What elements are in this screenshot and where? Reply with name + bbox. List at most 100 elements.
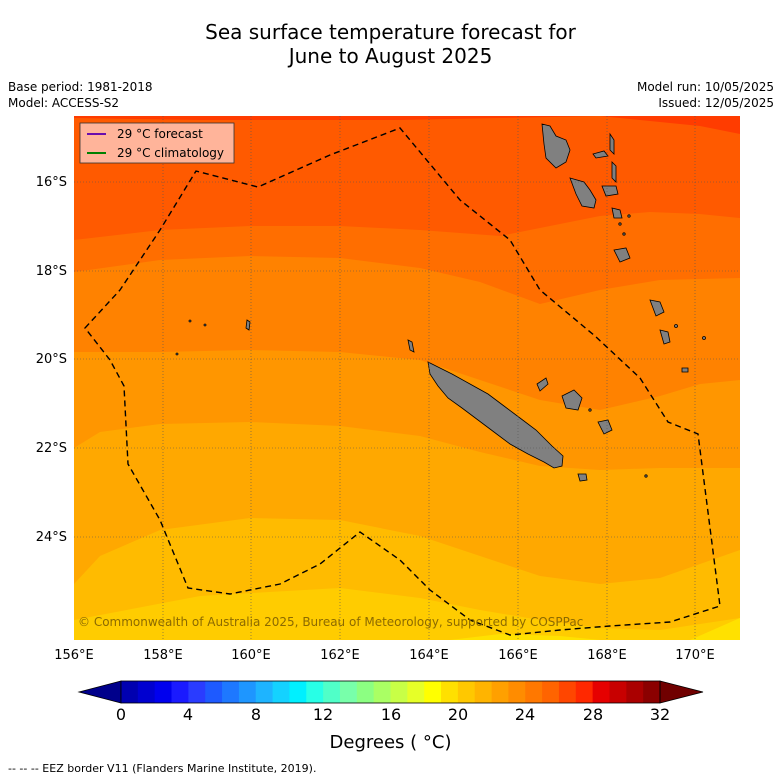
- small-islet-7: [627, 214, 631, 218]
- colorbar-tick-16: 16: [381, 705, 401, 724]
- colorbar-segment: [643, 681, 661, 703]
- colorbar-segment: [390, 681, 408, 703]
- vanuatu-espiritu-santo: [541, 123, 571, 169]
- isle-of-pines: [577, 473, 588, 482]
- colorbar-segment: [121, 681, 139, 703]
- vanuatu-tanna: [659, 329, 671, 345]
- sst-band-9: [450, 618, 740, 640]
- vanuatu-erromango: [649, 299, 665, 317]
- colorbar-tick-24: 24: [515, 705, 535, 724]
- colorbar-segment: [592, 681, 610, 703]
- colorbar-segment: [626, 681, 644, 703]
- belep-islands: [407, 339, 415, 353]
- small-islet-10: [175, 352, 179, 356]
- colorbar-segment: [575, 681, 594, 703]
- colorbar-title: Degrees ( °C): [329, 732, 452, 753]
- legend-forecast-label: 29 °C forecast: [117, 127, 203, 141]
- copyright-text: © Commonwealth of Australia 2025, Bureau…: [78, 615, 583, 629]
- small-islet-5: [618, 222, 622, 226]
- lon-label-164e: 164°E: [409, 648, 449, 663]
- eez-border-note: -- -- -- EEZ border V11 (Flanders Marine…: [8, 762, 317, 775]
- new-caledonia-main-island: [427, 361, 564, 469]
- vanuatu-efate: [613, 247, 631, 263]
- lat-label-16s: 16°S: [36, 175, 67, 190]
- eez-border: [84, 127, 721, 636]
- lat-label-18s: 18°S: [36, 264, 67, 279]
- colorbar-tick-12: 12: [313, 705, 333, 724]
- vanuatu-malekula: [569, 177, 597, 209]
- vanuatu-pentecost: [611, 161, 617, 183]
- colorbar-segment: [222, 681, 240, 703]
- colorbar-extend-high: [659, 680, 704, 704]
- colorbar-segment: [441, 681, 459, 703]
- issued-date: Issued: 12/05/2025: [658, 96, 774, 110]
- colorbar-segment: [407, 681, 425, 703]
- small-islet-8: [188, 319, 192, 323]
- longitude-labels: 156°E 158°E 160°E 162°E 164°E 166°E 168°…: [54, 648, 715, 663]
- colorbar-segment: [272, 681, 290, 703]
- colorbar-segment: [188, 681, 206, 703]
- lat-label-24s: 24°S: [36, 530, 67, 545]
- colorbar-segment: [339, 681, 358, 703]
- chesterfield-islet: [245, 319, 251, 331]
- colorbar-tick-4: 4: [183, 705, 193, 724]
- colorbar-segment: [491, 681, 509, 703]
- colorbar-tick-0: 0: [116, 705, 126, 724]
- colorbar-segment: [457, 681, 476, 703]
- lon-label-158e: 158°E: [143, 648, 183, 663]
- colorbar-segment: [373, 681, 391, 703]
- vanuatu-epi: [611, 207, 623, 219]
- colorbar-segment: [171, 681, 189, 703]
- lon-label-166e: 166°E: [498, 648, 538, 663]
- colorbar-segment: [137, 681, 156, 703]
- lon-label-162e: 162°E: [320, 648, 360, 663]
- vanuatu-aneityum: [681, 367, 689, 373]
- small-islet-4: [644, 474, 648, 478]
- colorbar-tick-20: 20: [448, 705, 468, 724]
- colorbar-segment: [323, 681, 341, 703]
- lon-label-156e: 156°E: [54, 648, 94, 663]
- colorbar-extend-low: [77, 680, 122, 704]
- title-line-1: Sea surface temperature forecast for: [205, 20, 576, 44]
- gridlines: [74, 116, 740, 640]
- legend-climatology-label: 29 °C climatology: [117, 146, 224, 160]
- colorbar-tick-32: 32: [650, 705, 670, 724]
- model-run: Model run: 10/05/2025: [636, 80, 774, 94]
- legend-box: 29 °C forecast 29 °C climatology: [79, 122, 235, 164]
- latitude-labels: 16°S 18°S 20°S 22°S 24°S: [36, 175, 67, 545]
- vanuatu-maewo: [609, 132, 615, 155]
- colorbar-segment: [205, 681, 223, 703]
- vanuatu-ambrym: [601, 185, 619, 197]
- lat-label-20s: 20°S: [36, 352, 67, 367]
- colorbar-segment: [558, 681, 577, 703]
- sst-band-8: [74, 588, 740, 640]
- sst-field: [74, 116, 740, 640]
- colorbar-tick-8: 8: [251, 705, 261, 724]
- small-islet-2: [702, 336, 706, 340]
- colorbar-segment: [424, 681, 442, 703]
- colorbar-segment: [474, 681, 492, 703]
- loyalty-island-ouvea: [536, 377, 549, 392]
- loyalty-island-lifou: [561, 389, 583, 411]
- colorbar-segment: [289, 681, 307, 703]
- small-islet-6: [622, 232, 626, 236]
- vanuatu-ambae: [592, 150, 609, 159]
- loyalty-island-mare: [597, 419, 613, 435]
- colorbar-segment: [356, 681, 375, 703]
- landmasses: [175, 123, 706, 482]
- colorbar-segment: [255, 681, 273, 703]
- base-period: Base period: 1981-2018: [8, 80, 153, 94]
- lat-label-22s: 22°S: [36, 441, 67, 456]
- colorbar-segment: [508, 681, 526, 703]
- colorbar-segment: [238, 681, 257, 703]
- lon-label-168e: 168°E: [587, 648, 627, 663]
- colorbar-segment: [542, 681, 560, 703]
- colorbar-segment: [306, 681, 324, 703]
- colorbar-segment: [525, 681, 543, 703]
- colorbar: [77, 680, 704, 704]
- colorbar-segment: [154, 681, 172, 703]
- lon-label-160e: 160°E: [231, 648, 271, 663]
- small-islet-9: [203, 323, 207, 327]
- small-islet-1: [674, 324, 678, 328]
